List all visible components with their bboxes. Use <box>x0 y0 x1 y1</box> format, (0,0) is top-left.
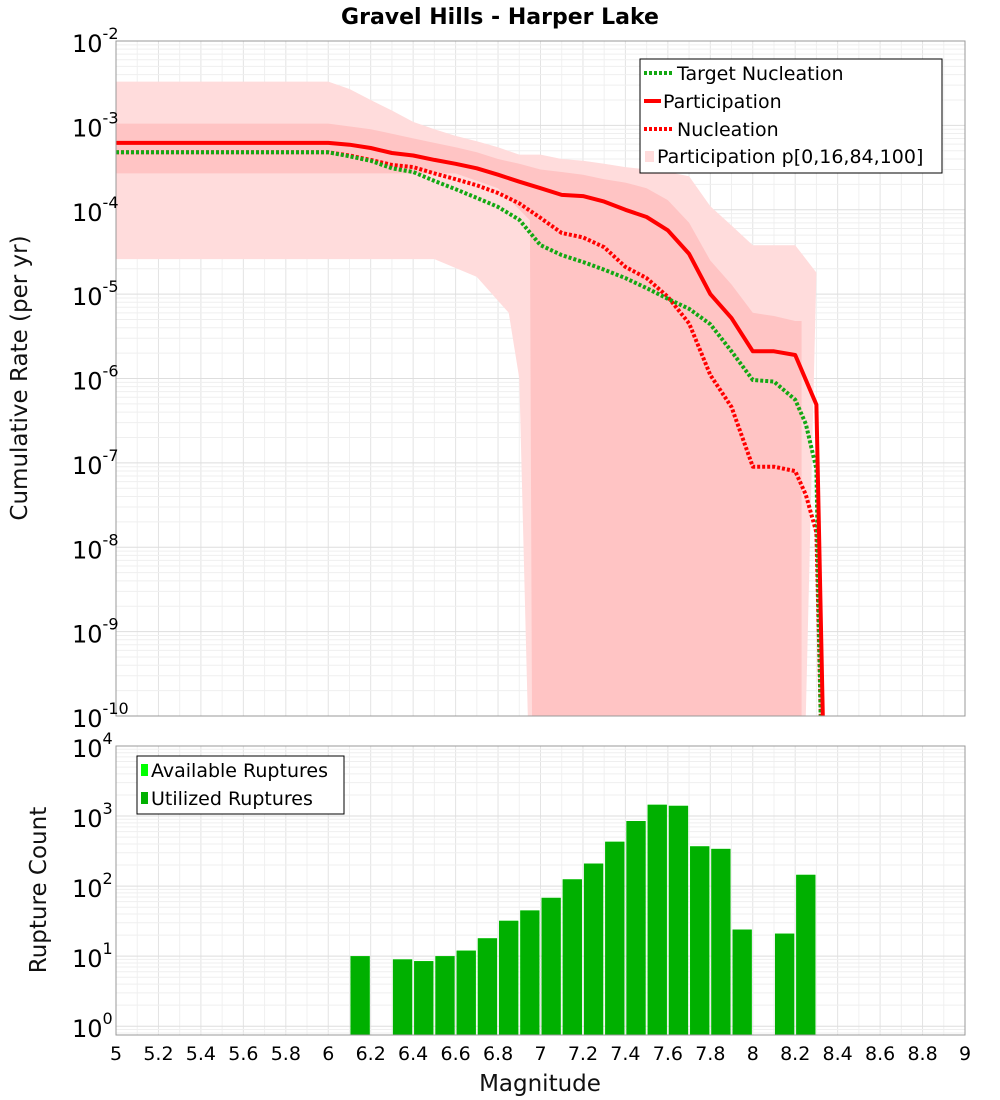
bottom-plot-frame <box>115 745 966 1036</box>
x-ticks: 5 5.2 5.4 5.6 5.8 6 6.2 6.4 6.6 6.8 7 7.2 7.4 7.6 7.8 8… <box>110 1043 971 1065</box>
y-tick-label: 10-2 <box>72 24 119 58</box>
x-tick-label: 5.4 <box>186 1043 216 1065</box>
x-tick-label: 7.6 <box>653 1043 683 1065</box>
legend-label-participation-band: Participation p[0,16,84,100] <box>657 146 923 168</box>
legend-label-nucleation: Nucleation <box>677 119 779 141</box>
x-tick-label: 6.4 <box>398 1043 428 1065</box>
y-tick-label: 102 <box>72 869 113 903</box>
y-tick-label: 10-9 <box>72 615 119 649</box>
x-axis-label: Magnitude <box>479 1071 601 1097</box>
legend-swatch-participation-band <box>645 151 654 162</box>
x-tick-label: 7.8 <box>695 1043 725 1065</box>
bar-utilized <box>456 950 476 1035</box>
x-tick-label: 6 <box>322 1043 334 1065</box>
bar-utilized <box>392 959 413 1035</box>
y-tick-label: 10-8 <box>72 530 119 564</box>
series-target-nucleation <box>116 150 823 716</box>
bottom-y-ticks: 100 101 102 103 104 <box>72 729 113 1043</box>
x-tick-label: 9 <box>959 1043 971 1065</box>
bar-utilized <box>562 879 582 1035</box>
x-tick-label: 8.6 <box>865 1043 895 1065</box>
bar-utilized <box>435 956 455 1035</box>
y-tick-label: 10-3 <box>72 108 119 142</box>
top-legend: Target Nucleation Participation Nucleati… <box>639 58 943 174</box>
chart-title: Gravel Hills - Harper Lake <box>341 5 659 30</box>
top-plot-frame <box>115 40 966 717</box>
x-tick-label: 5.6 <box>228 1043 258 1065</box>
series-participation <box>116 140 825 716</box>
y-tick-label: 10-4 <box>72 193 119 227</box>
y-tick-label: 100 <box>72 1009 113 1043</box>
x-tick-label: 7 <box>534 1043 546 1065</box>
x-tick-label: 6.2 <box>356 1043 386 1065</box>
y-tick-label: 10-5 <box>72 277 119 311</box>
x-tick-label: 5.2 <box>143 1043 173 1065</box>
x-tick-label: 5 <box>110 1043 122 1065</box>
y-tick-label: 101 <box>72 939 113 973</box>
bar-utilized <box>605 841 625 1035</box>
bar-utilized <box>350 956 370 1035</box>
bottom-legend: Available Ruptures Utilized Ruptures <box>136 755 345 815</box>
bottom-y-axis-label: Rupture Count <box>26 807 52 973</box>
x-tick-label: 7.4 <box>610 1043 640 1065</box>
bar-utilized <box>732 929 752 1035</box>
y-tick-label: 10-7 <box>72 446 119 480</box>
top-y-ticks: 10-2 10-3 10-4 10-5 10-6 10-7 10-8 10-9 10-10 <box>72 24 129 733</box>
top-legend-box <box>639 58 943 174</box>
y-tick-label: 103 <box>72 799 113 833</box>
rupture-bars <box>350 804 816 1035</box>
legend-label-participation: Participation <box>663 91 782 113</box>
bar-utilized <box>499 920 519 1035</box>
bar-utilized <box>647 804 667 1035</box>
x-tick-label: 8 <box>747 1043 759 1065</box>
top-y-axis-label: Cumulative Rate (per yr) <box>7 235 33 520</box>
x-tick-label: 6.6 <box>440 1043 470 1065</box>
x-tick-label: 7.2 <box>568 1043 598 1065</box>
rate-lines <box>116 140 825 716</box>
bar-utilized <box>520 910 540 1035</box>
bar-utilized <box>477 938 498 1035</box>
bottom-legend-box <box>136 755 345 815</box>
x-tick-label: 8.2 <box>780 1043 810 1065</box>
x-tick-label: 8.8 <box>907 1043 937 1065</box>
legend-label-available: Available Ruptures <box>151 760 328 782</box>
bar-utilized <box>541 897 561 1035</box>
participation-bands <box>116 81 817 716</box>
legend-label-target-nucleation: Target Nucleation <box>676 63 844 85</box>
x-tick-label: 5.8 <box>271 1043 301 1065</box>
bar-utilized <box>626 821 646 1035</box>
bar-utilized <box>668 805 689 1035</box>
bar-utilized <box>796 874 816 1035</box>
legend-swatch-available <box>141 764 148 776</box>
bar-utilized <box>774 933 795 1035</box>
band-p16-p84 <box>116 123 802 716</box>
bar-utilized <box>414 961 434 1035</box>
x-tick-label: 6.8 <box>483 1043 513 1065</box>
legend-label-utilized: Utilized Ruptures <box>151 788 313 810</box>
legend-swatch-utilized <box>141 792 148 804</box>
bar-utilized <box>583 863 604 1035</box>
x-tick-label: 8.4 <box>823 1043 853 1065</box>
bar-utilized <box>711 848 731 1035</box>
bar-utilized <box>690 846 710 1035</box>
y-tick-label: 104 <box>72 729 113 763</box>
y-tick-label: 10-6 <box>72 362 119 396</box>
y-tick-label: 10-10 <box>72 699 129 733</box>
